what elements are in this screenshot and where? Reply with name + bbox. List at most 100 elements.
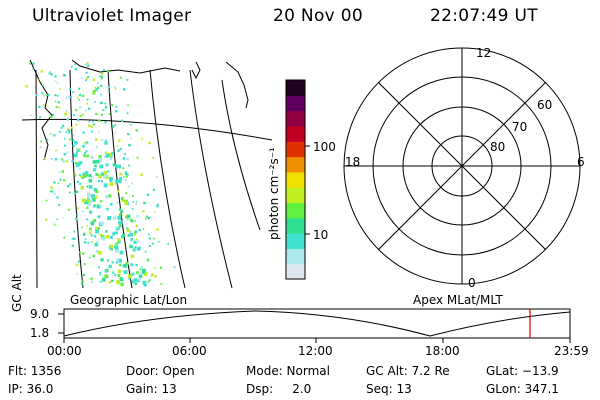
colorbar-band	[286, 217, 305, 234]
uv-pixel	[142, 228, 145, 230]
uv-pixel	[69, 183, 72, 186]
uv-pixel	[90, 241, 93, 243]
uv-pixel	[106, 70, 109, 73]
uv-pixel	[68, 129, 71, 132]
uv-pixel	[128, 164, 130, 167]
uv-pixel	[63, 179, 66, 182]
uv-pixel	[121, 198, 125, 202]
uv-pixel	[116, 145, 119, 147]
uv-pixel	[117, 269, 121, 273]
uv-pixel	[101, 77, 103, 80]
uv-pixel	[126, 112, 129, 115]
uv-pixel	[99, 164, 103, 168]
uv-pixel	[85, 141, 89, 144]
uv-pixel	[76, 180, 79, 183]
uv-pixel	[93, 219, 97, 223]
colorbar-band	[286, 248, 305, 265]
altitude-axis-name: GC Alt	[10, 274, 24, 312]
uv-pixel	[110, 202, 113, 206]
uv-pixel	[30, 114, 32, 116]
uv-pixel	[65, 96, 68, 99]
uv-pixel	[82, 172, 86, 176]
uv-pixel	[118, 208, 122, 211]
uv-pixel	[167, 242, 170, 245]
uv-pixel	[95, 159, 100, 164]
uv-pixel	[104, 268, 109, 273]
uv-pixel	[52, 113, 55, 116]
uv-pixel	[82, 131, 85, 134]
uv-pixel	[115, 242, 119, 246]
uv-pixel	[135, 238, 138, 241]
uv-pixel	[73, 153, 78, 158]
uv-pixel	[133, 240, 137, 244]
uv-pixel	[148, 141, 151, 145]
uv-pixel	[66, 184, 70, 188]
uv-pixel	[121, 197, 125, 201]
uv-pixel	[155, 176, 158, 178]
uv-pixel	[95, 249, 99, 253]
uv-pixel	[45, 199, 48, 202]
uv-pixel	[86, 154, 89, 158]
uv-pixel	[73, 237, 76, 241]
uv-pixel	[86, 62, 89, 64]
uv-pixel	[128, 143, 131, 147]
uv-pixel	[105, 102, 108, 105]
uv-pixel	[86, 193, 91, 197]
uv-pixel	[122, 157, 126, 160]
uv-pixel	[157, 240, 160, 244]
uv-pixel	[76, 272, 79, 275]
uv-pixel	[97, 179, 100, 182]
uv-pixel	[93, 91, 96, 94]
uv-pixel	[92, 78, 96, 81]
uv-pixel	[140, 266, 144, 269]
uv-pixel	[94, 242, 99, 247]
uv-pixel	[123, 88, 126, 91]
uv-pixel	[101, 113, 104, 116]
uv-pixel	[65, 131, 67, 133]
uv-pixel	[85, 171, 89, 175]
uv-pixel	[57, 182, 60, 185]
uv-pixel	[100, 84, 103, 87]
uv-pixel	[145, 215, 148, 218]
uv-pixel	[75, 124, 78, 126]
uv-pixel	[115, 248, 119, 252]
uv-pixel	[87, 107, 91, 110]
uv-pixel	[56, 196, 59, 199]
uv-pixel	[117, 164, 121, 169]
uv-pixel	[106, 208, 109, 211]
uv-pixel	[133, 278, 137, 282]
uv-pixel	[100, 200, 103, 203]
uv-pixel	[95, 112, 98, 116]
uv-pixel	[80, 185, 84, 190]
uv-pixel	[85, 71, 88, 74]
uv-pixel	[56, 218, 58, 220]
uv-pixel	[140, 173, 143, 176]
colorbar-band	[286, 141, 305, 158]
uv-pixel	[71, 244, 75, 247]
uv-pixel	[98, 158, 103, 162]
gain-value: Gain: 13	[126, 382, 177, 396]
uv-pixel	[82, 252, 85, 255]
seq-value: Seq: 13	[366, 382, 412, 396]
uv-pixel	[100, 180, 103, 183]
uv-pixel	[88, 178, 93, 183]
uv-pixel	[50, 158, 53, 160]
mlat-label-70: 70	[512, 120, 528, 134]
uv-pixel	[40, 70, 43, 73]
uv-pixel	[94, 89, 97, 92]
uv-pixel	[93, 123, 95, 126]
uv-pixel	[143, 201, 146, 205]
uv-pixel	[134, 220, 137, 222]
time-tick-0000: 00:00	[47, 344, 82, 358]
uv-pixel	[95, 88, 98, 91]
uv-pixel	[101, 138, 103, 141]
uv-pixel	[153, 237, 156, 240]
uv-pixel	[51, 190, 54, 193]
uv-pixel	[70, 66, 73, 68]
uv-pixel	[124, 171, 127, 174]
uv-pixel	[90, 277, 93, 280]
mlt-label-18: 18	[345, 155, 361, 169]
uv-pixel	[57, 101, 60, 104]
uv-pixel	[129, 230, 132, 234]
